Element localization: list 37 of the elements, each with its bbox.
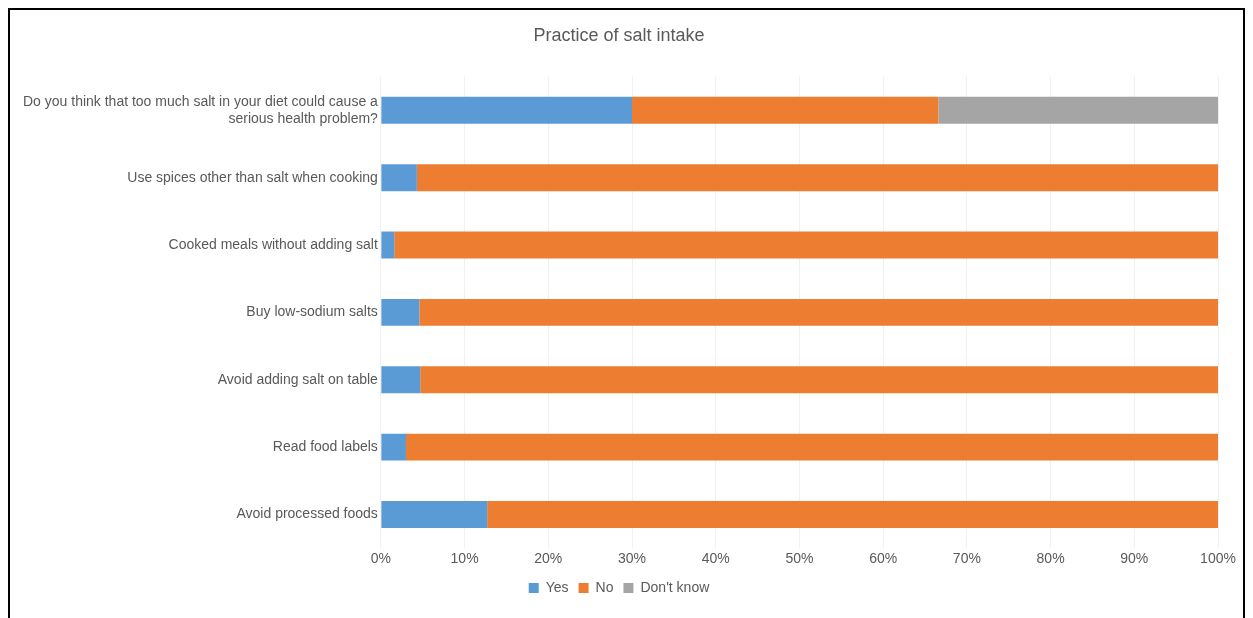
x-tick-label: 30% [617, 550, 647, 567]
x-tick-label: 100% [1200, 550, 1236, 567]
legend-label: Yes [545, 578, 569, 595]
bar [938, 96, 1218, 124]
y-tick-label: Cooked meals without adding salt [168, 235, 378, 252]
bar [381, 164, 417, 192]
y-tick-label: Avoid adding salt on table [217, 370, 379, 387]
legend-label: No [595, 578, 614, 595]
x-tick-label: 50% [785, 550, 814, 567]
bar [381, 433, 406, 461]
y-tick-label: Use spices other than salt when cooking [127, 168, 378, 185]
bar [394, 231, 1218, 259]
x-tick-label: 60% [869, 550, 898, 567]
bar [381, 366, 421, 394]
bar [405, 433, 1218, 461]
y-tick-label: Buy low-sodium salts [246, 303, 378, 320]
chart-title: Practice of salt intake [533, 24, 705, 45]
y-tick-label: Read food labels [272, 438, 378, 454]
bar [419, 298, 1218, 326]
bar [381, 96, 633, 124]
x-tick-label: 40% [701, 550, 730, 567]
x-tick-label: 0% [370, 550, 391, 567]
x-tick-label: 70% [952, 550, 981, 567]
bar [381, 298, 420, 326]
bar [381, 231, 395, 259]
legend-label: Don't know [640, 578, 711, 595]
x-tick-label: 90% [1120, 550, 1149, 567]
bar [381, 501, 488, 528]
x-tick-label: 10% [450, 550, 479, 567]
bar [416, 164, 1218, 192]
y-tick-label: Avoid processed foods [236, 505, 378, 522]
bar [420, 366, 1218, 394]
y-tick-label: Do you think that too much salt in your diet could cause a serious health problem? [22, 92, 379, 126]
x-tick-label: 20% [534, 550, 563, 567]
bar [487, 501, 1218, 528]
x-tick-label: 80% [1036, 550, 1065, 567]
bar [632, 96, 939, 124]
